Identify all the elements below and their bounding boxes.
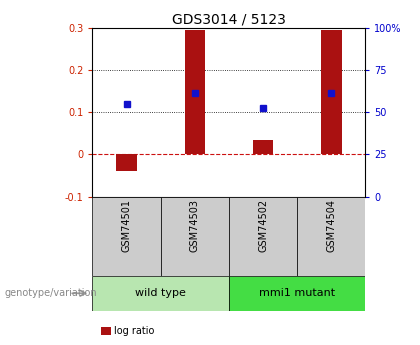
Bar [92,276,229,310]
Bar [92,197,161,276]
Bar [229,197,297,276]
Bar [297,197,365,276]
Bar [321,30,341,155]
Text: GSM74502: GSM74502 [258,199,268,252]
Bar [229,276,365,310]
Text: GSM74503: GSM74503 [190,199,200,252]
Title: GDS3014 / 5123: GDS3014 / 5123 [172,12,286,27]
Bar [184,30,205,155]
Text: GSM74501: GSM74501 [121,199,131,252]
Text: wild type: wild type [135,288,186,298]
Bar [161,197,229,276]
Text: genotype/variation: genotype/variation [4,288,97,298]
Text: mmi1 mutant: mmi1 mutant [259,288,335,298]
Bar [116,155,137,171]
Bar [101,327,111,335]
Text: log ratio: log ratio [114,326,155,336]
Bar [253,140,273,155]
Text: GSM74504: GSM74504 [326,199,336,252]
